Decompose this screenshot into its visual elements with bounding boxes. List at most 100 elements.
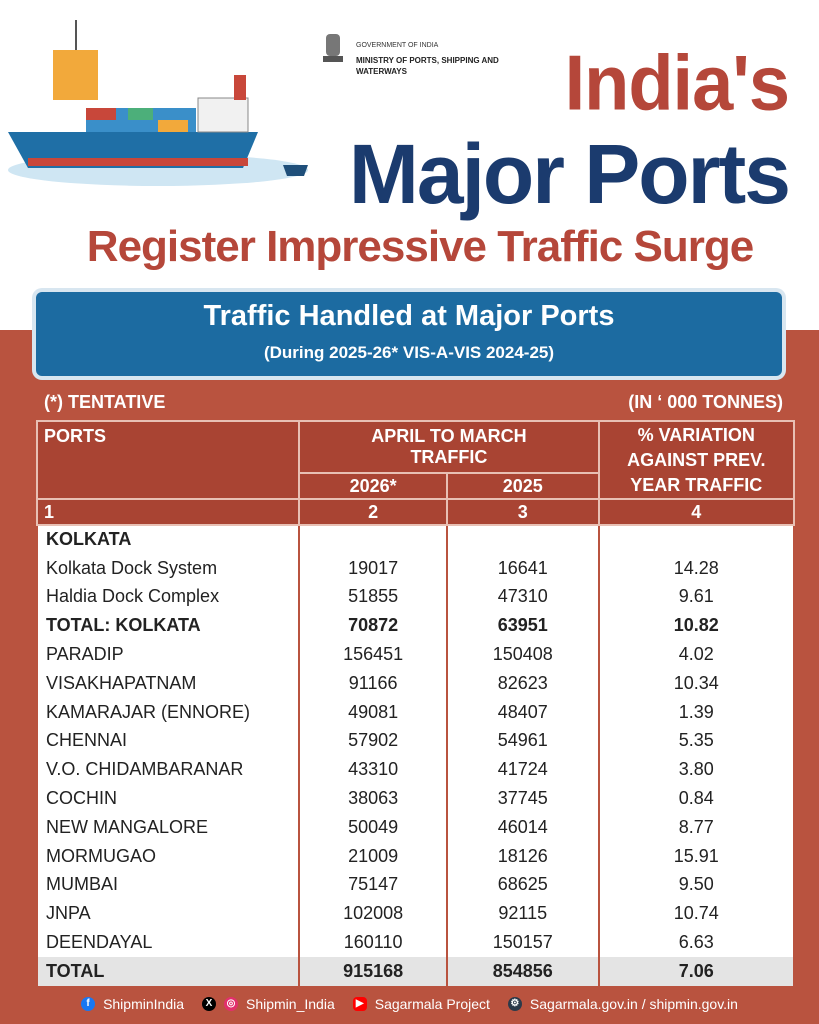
header-2026: 2026* [298,472,448,500]
traffic-table: PORTS APRIL TO MARCH TRAFFIC % VARIATION… [35,420,796,986]
cell-pct: 3.80 [597,755,796,785]
cell-v2026: 51855 [298,582,448,612]
title-line-2: Major Ports [348,127,791,221]
cell-v2025: 47310 [445,582,600,612]
table-row: TOTAL: KOLKATA 70872 63951 10.82 [35,611,796,641]
cell-port: MORMUGAO [35,841,301,871]
cell-v2026: 91166 [298,668,448,698]
cell-port: JNPA [35,899,301,929]
cell-pct: 10.74 [597,899,796,929]
cell-v2025: 37745 [445,784,600,813]
cell-port: COCHIN [35,784,301,813]
table-row: JNPA 102008 92115 10.74 [35,899,796,929]
cell-port: CHENNAI [35,726,301,756]
footer: f ShipminIndia X ◎ Shipmin_India ▶ Sagar… [0,996,819,1012]
cell-v2025: 150157 [445,928,600,957]
col-number: 3 [445,498,600,526]
headline-subtitle: Register Impressive Traffic Surge [86,222,754,271]
cell-v2025 [445,525,600,554]
cell-v2025: 41724 [445,755,600,785]
header-traffic: APRIL TO MARCH TRAFFIC [298,420,600,474]
cell-v2025: 46014 [445,812,600,842]
cell-v2026: 21009 [298,841,448,871]
banner-subtitle: (During 2025-26* VIS-A-VIS 2024-25) [263,343,555,362]
cell-pct: 9.61 [597,582,796,612]
cell-v2026 [298,525,448,554]
cell-v2025: 92115 [445,899,600,929]
table-row: KOLKATA [35,525,796,554]
cell-port: DEENDAYAL [35,928,301,957]
table-row: Haldia Dock Complex 51855 47310 9.61 [35,582,796,612]
cell-v2025: 68625 [445,870,600,900]
title-line-1: India's [564,38,790,127]
cell-pct: 9.50 [597,870,796,900]
cell-pct: 10.82 [597,611,796,641]
web-icon[interactable]: ⚙ [507,997,522,1011]
website-links[interactable]: Sagarmala.gov.in / shipmin.gov.in [529,996,738,1012]
table-row: DEENDAYAL 160110 150157 6.63 [35,928,796,957]
youtube-channel[interactable]: Sagarmala Project [374,996,490,1012]
youtube-icon[interactable]: ▶ [352,997,367,1011]
cell-v2026: 19017 [298,553,448,583]
unit-note: (IN ‘ 000 TONNES) [628,392,783,412]
cell-v2026: 156451 [298,640,448,669]
cell-v2025: 48407 [445,697,600,727]
cell-v2025: 82623 [445,668,600,698]
cell-pct: 5.35 [597,726,796,756]
facebook-handle[interactable]: ShipminIndia [103,996,184,1012]
cell-port: NEW MANGALORE [35,812,301,842]
cell-pct: 0.84 [597,784,796,813]
tentative-note: (*) TENTATIVE [44,392,166,412]
cell-port: Kolkata Dock System [35,553,301,583]
cell-pct: 1.39 [597,697,796,727]
cell-pct: 7.06 [597,956,796,986]
cell-v2025: 150408 [445,640,600,669]
cell-port: KAMARAJAR (ENNORE) [35,697,301,727]
banner-ribbon [36,292,782,376]
table-row: TOTAL 915168 854856 7.06 [35,956,796,986]
cell-v2026: 75147 [298,870,448,900]
cell-v2026: 102008 [298,899,448,929]
table-row: PARADIP 156451 150408 4.02 [35,640,796,669]
cell-v2026: 38063 [298,784,448,813]
cell-pct: 4.02 [597,640,796,669]
header-ports: PORTS [35,420,301,500]
cell-v2025: 63951 [445,611,600,641]
cargo-ship-illustration [8,20,308,186]
cell-pct [597,525,796,554]
cell-v2025: 16641 [445,553,600,583]
cell-pct: 8.77 [597,812,796,842]
col-number: 2 [298,498,448,526]
col-number: 4 [597,498,796,526]
col-number: 1 [35,498,301,526]
cell-port: VISAKHAPATNAM [35,668,301,698]
table-row: Kolkata Dock System 19017 16641 14.28 [35,553,796,583]
cell-v2026: 70872 [298,611,448,641]
cell-port: TOTAL [35,956,301,986]
header-2025: 2025 [445,472,600,500]
cell-v2025: 854856 [445,956,600,986]
table-row: KAMARAJAR (ENNORE) 49081 48407 1.39 [35,697,796,727]
cell-port: Haldia Dock Complex [35,582,301,612]
cell-port: TOTAL: KOLKATA [35,611,301,641]
x-instagram-handle[interactable]: Shipmin_India [246,996,335,1012]
instagram-icon[interactable]: ◎ [224,997,238,1011]
facebook-icon[interactable]: f [81,997,96,1011]
cell-v2026: 160110 [298,928,448,957]
cell-pct: 10.34 [597,668,796,698]
cell-v2025: 18126 [445,841,600,871]
banner-title: Traffic Handled at Major Ports [203,300,615,332]
table-row: MORMUGAO 21009 18126 15.91 [35,841,796,871]
table-row: COCHIN 38063 37745 0.84 [35,784,796,813]
x-icon[interactable]: X [202,997,216,1011]
cell-v2025: 54961 [445,726,600,756]
header-variation: % VARIATION AGAINST PREV. YEAR TRAFFIC [597,420,796,500]
cell-pct: 15.91 [597,841,796,871]
cell-v2026: 49081 [298,697,448,727]
cell-v2026: 915168 [298,956,448,986]
ministry-label: MINISTRY OF PORTS, SHIPPING AND WATERWAY… [356,56,499,76]
table-row: NEW MANGALORE 50049 46014 8.77 [35,812,796,842]
cell-pct: 14.28 [597,553,796,583]
national-emblem-icon [323,34,343,62]
cell-port: V.O. CHIDAMBARANAR [35,755,301,785]
